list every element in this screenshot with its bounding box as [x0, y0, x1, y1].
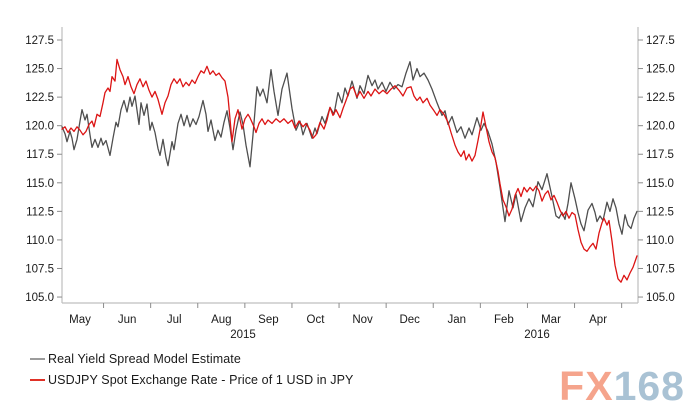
y-tick-label-right: 107.5 — [646, 263, 675, 275]
gray-line-swatch-icon — [30, 357, 45, 360]
x-month-label: Oct — [307, 314, 326, 326]
legend-item-usdjpy: USDJPY Spot Exchange Rate - Price of 1 U… — [30, 369, 354, 390]
y-tick-label-left: 127.5 — [25, 35, 54, 47]
y-tick-label-left: 107.5 — [25, 263, 54, 275]
x-month-label: Apr — [589, 314, 607, 326]
x-month-label: Aug — [211, 314, 231, 326]
y-tick-label-left: 110.0 — [26, 235, 54, 247]
y-tick-label-left: 125.0 — [25, 64, 54, 76]
x-month-label: Dec — [399, 314, 420, 326]
y-tick-label-right: 117.5 — [646, 149, 674, 161]
x-month-label: Jun — [118, 314, 137, 326]
y-tick-label-left: 112.5 — [26, 206, 54, 218]
usdjpy-line — [61, 58, 638, 283]
legend-item-model-estimate: Real Yield Spread Model Estimate — [30, 348, 354, 369]
y-tick-label-right: 105.0 — [646, 292, 675, 304]
x-month-label: Mar — [541, 314, 561, 326]
legend-label-model-estimate: Real Yield Spread Model Estimate — [48, 351, 241, 366]
y-tick-label-right: 115.0 — [646, 178, 674, 190]
y-tick-label-left: 120.0 — [25, 121, 54, 133]
y-tick-label-left: 115.0 — [26, 178, 54, 190]
x-month-label: Nov — [352, 314, 373, 326]
chart-legend: Real Yield Spread Model Estimate USDJPY … — [30, 348, 354, 390]
y-tick-label-right: 110.0 — [646, 235, 674, 247]
y-tick-label-right: 122.5 — [646, 92, 675, 104]
legend-label-usdjpy: USDJPY Spot Exchange Rate - Price of 1 U… — [48, 372, 354, 387]
y-tick-label-left: 122.5 — [25, 92, 54, 104]
fx168-logo: FX168 — [559, 366, 685, 407]
fx168-logo-fx: FX — [559, 363, 614, 409]
x-month-label: Jan — [448, 314, 467, 326]
y-tick-label-right: 127.5 — [646, 35, 675, 47]
fx168-logo-168: 168 — [613, 363, 685, 409]
x-month-label: Feb — [494, 314, 514, 326]
x-year-label: 2016 — [524, 329, 550, 341]
y-tick-label-right: 125.0 — [646, 64, 675, 76]
y-tick-label-left: 117.5 — [26, 149, 54, 161]
x-month-label: Jul — [167, 314, 182, 326]
y-tick-label-right: 120.0 — [646, 121, 675, 133]
x-month-label: May — [69, 314, 91, 326]
red-line-swatch-icon — [30, 378, 45, 381]
x-year-label: 2015 — [230, 329, 256, 341]
model-estimate-line — [61, 61, 638, 235]
y-tick-label-right: 112.5 — [646, 206, 674, 218]
y-tick-label-left: 105.0 — [25, 292, 54, 304]
x-month-label: Sep — [258, 314, 278, 326]
